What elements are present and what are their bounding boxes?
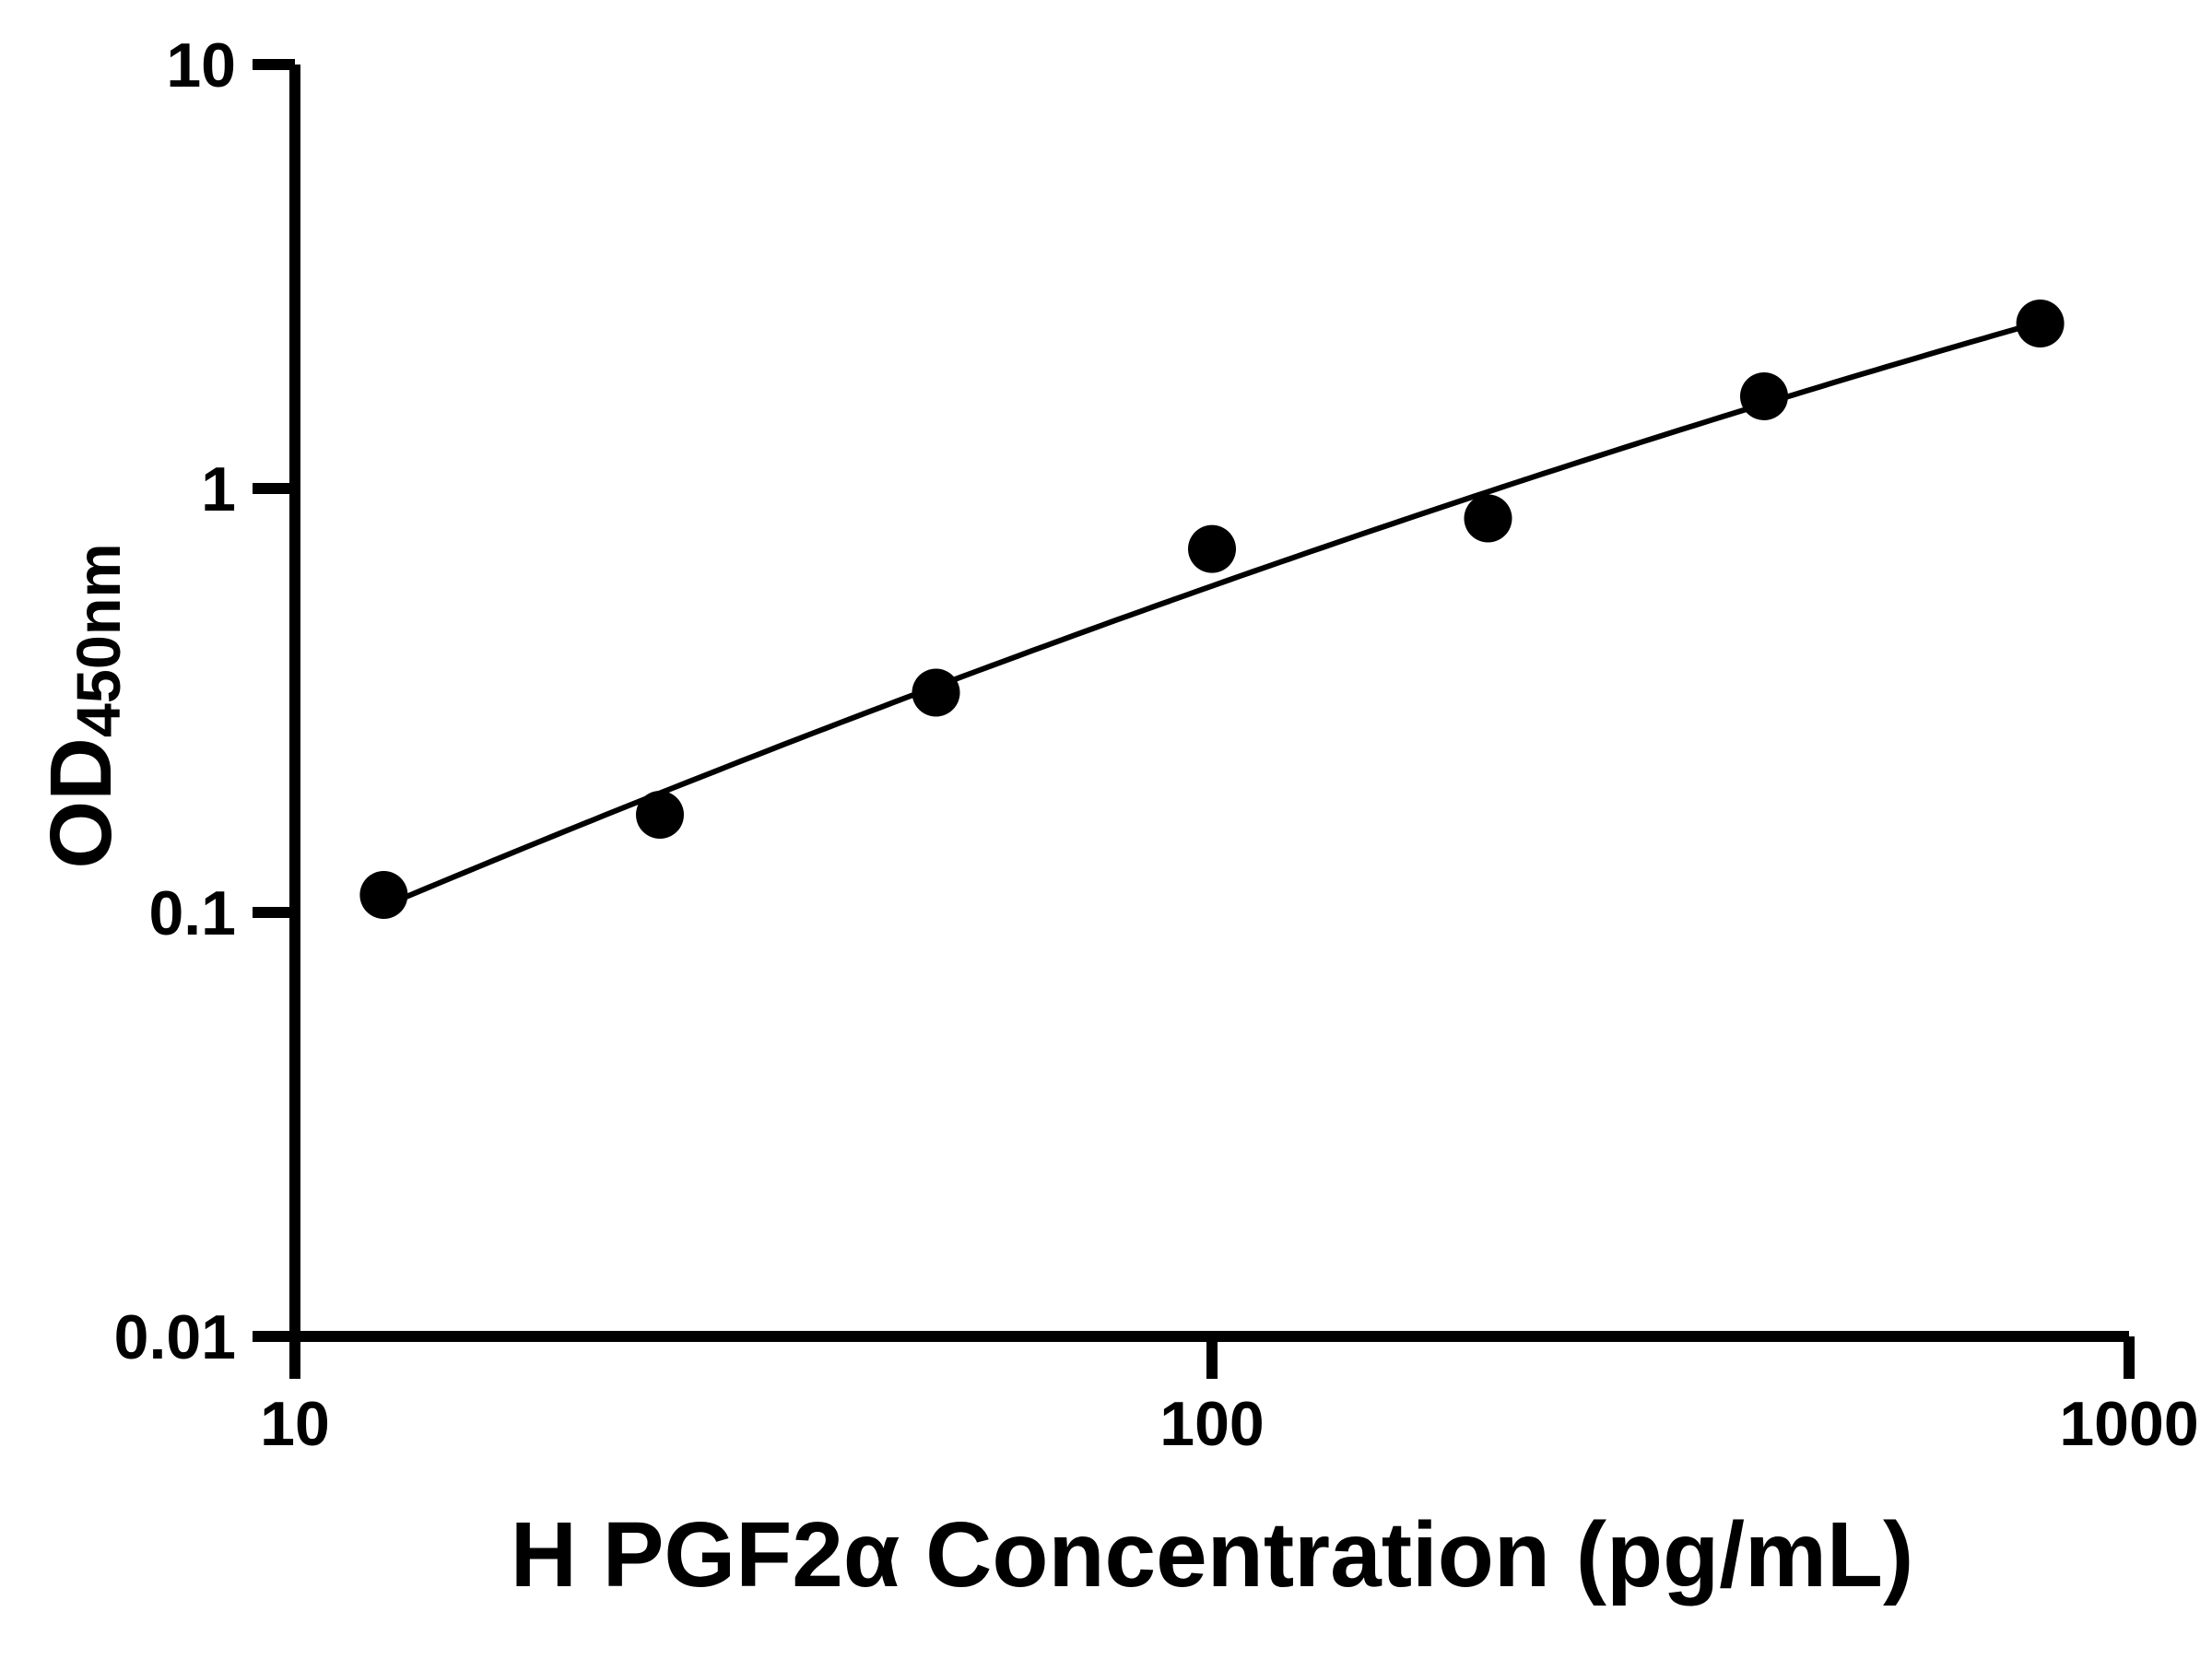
y-axis-title-subscript: 450nm bbox=[65, 543, 134, 738]
y-axis-title-main: OD bbox=[32, 737, 131, 869]
data-point bbox=[1464, 494, 1512, 543]
data-point bbox=[359, 871, 408, 919]
axis-ticks bbox=[253, 59, 2135, 1379]
x-axis-title: H PGF2α Concentration (pg/mL) bbox=[510, 1503, 1914, 1606]
x-tick-label: 100 bbox=[1159, 1389, 1264, 1459]
axes bbox=[289, 65, 2129, 1342]
data-point bbox=[1188, 524, 1236, 573]
y-tick-label: 0.1 bbox=[148, 878, 236, 948]
y-tick-label: 0.01 bbox=[114, 1302, 236, 1372]
y-axis-title: OD450nm bbox=[31, 543, 135, 868]
data-point bbox=[912, 668, 960, 717]
axis-spines bbox=[289, 65, 2129, 1342]
x-tick-label: 1000 bbox=[2059, 1389, 2198, 1459]
y-tick-label: 10 bbox=[166, 30, 236, 100]
fit-curve-path bbox=[381, 319, 2043, 910]
data-point bbox=[636, 791, 684, 839]
data-points bbox=[359, 300, 2065, 919]
y-tick-label: 1 bbox=[201, 454, 236, 524]
fit-curve bbox=[381, 319, 2043, 910]
data-point bbox=[1740, 372, 1788, 420]
data-point bbox=[2016, 300, 2065, 347]
x-tick-label: 10 bbox=[260, 1389, 330, 1459]
axis-tick-labels: 10 100 1000 0.01 0.1 1 10 bbox=[114, 30, 2199, 1459]
